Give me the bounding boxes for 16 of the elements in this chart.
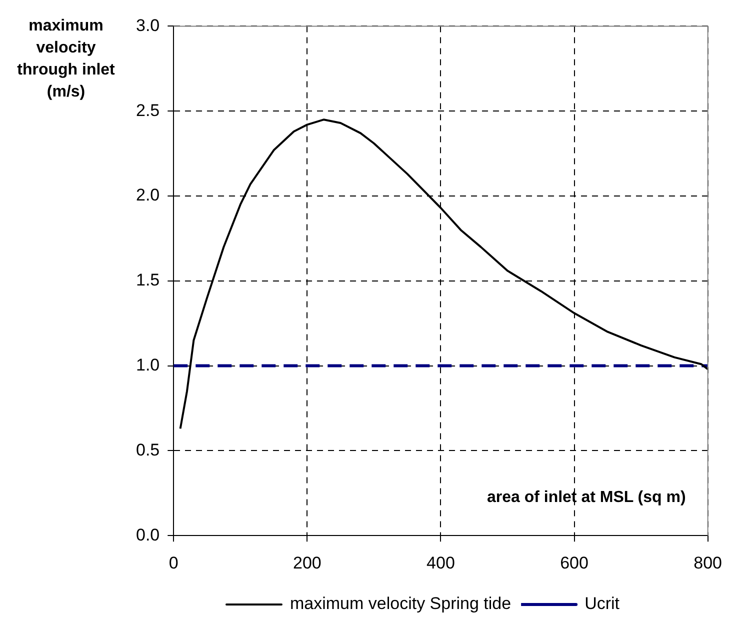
y-tick-label: 2.0 [136, 186, 160, 205]
x-axis-title: area of inlet at MSL (sq m) [486, 489, 686, 506]
y-tick-label: 3.0 [136, 16, 160, 35]
legend-label: Ucrit [584, 594, 620, 614]
x-tick-label: 800 [694, 553, 722, 572]
y-tick-label: 1.5 [136, 270, 160, 290]
y-tick-label: 1.0 [136, 355, 160, 374]
legend-label: maximum velocity Spring tide [290, 594, 512, 614]
x-tick-label: 400 [426, 553, 455, 572]
y-axis-title: maximum velocity through inlet (m/s) [17, 18, 116, 101]
x-tick-label: 600 [560, 553, 588, 572]
x-tick-label: 200 [292, 553, 322, 572]
y-tick-label: 0.5 [136, 440, 160, 460]
y-tick-label: 0.0 [136, 525, 160, 544]
x-tick-label: 0 [168, 553, 178, 572]
y-tick-label: 2.5 [136, 100, 160, 120]
